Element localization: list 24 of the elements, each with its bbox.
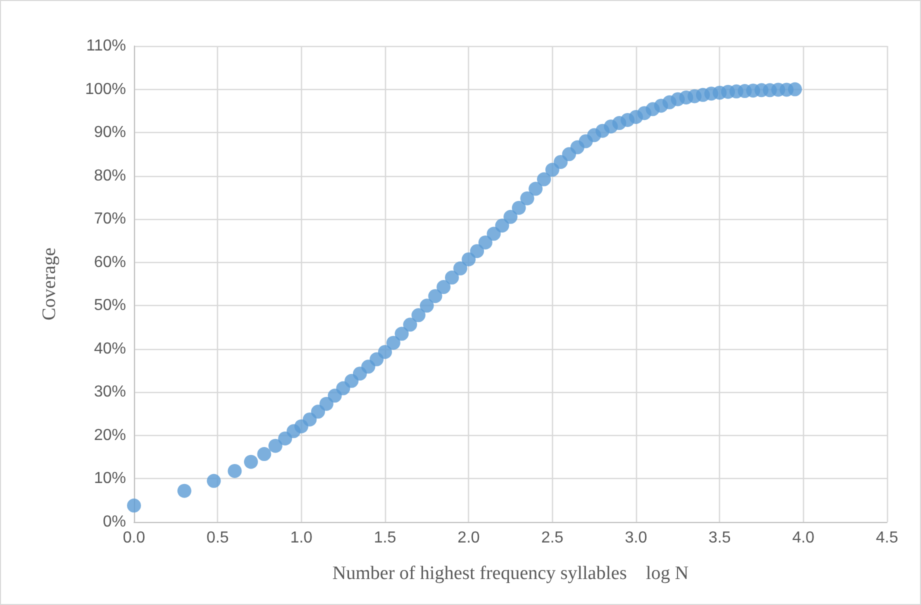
y-tick-label: 110%: [86, 38, 126, 54]
x-tick-label: 3.5: [708, 530, 731, 546]
x-tick-label: 1.0: [290, 530, 313, 546]
y-axis-title: Coverage: [39, 248, 60, 320]
x-tick-label: 3.0: [624, 530, 648, 546]
x-tick-label: 0.5: [206, 530, 229, 546]
x-tick-label: 0.0: [122, 530, 146, 546]
y-tick-label: 20%: [94, 426, 126, 444]
x-tick-label: 1.5: [374, 530, 396, 546]
y-tick-label: 70%: [94, 210, 126, 228]
y-tick-label: 40%: [94, 340, 126, 358]
y-tick-label: 50%: [94, 297, 126, 314]
y-tick-label: 10%: [94, 470, 126, 488]
y-tick-label: 100%: [85, 80, 126, 98]
x-tick-label: 4.5: [876, 530, 898, 546]
y-tick-label: 0%: [102, 514, 126, 530]
y-tick-label: 60%: [94, 254, 126, 271]
x-axis-title: Number of highest frequency syllables log N: [332, 563, 689, 584]
y-tick-label: 90%: [94, 124, 126, 142]
x-tick-label: 2.0: [458, 530, 480, 546]
y-tick-label: 30%: [94, 384, 126, 401]
y-tick-label: 80%: [94, 167, 126, 184]
x-tick-label: 2.5: [541, 530, 564, 546]
x-tick-label: 4.0: [792, 530, 815, 546]
